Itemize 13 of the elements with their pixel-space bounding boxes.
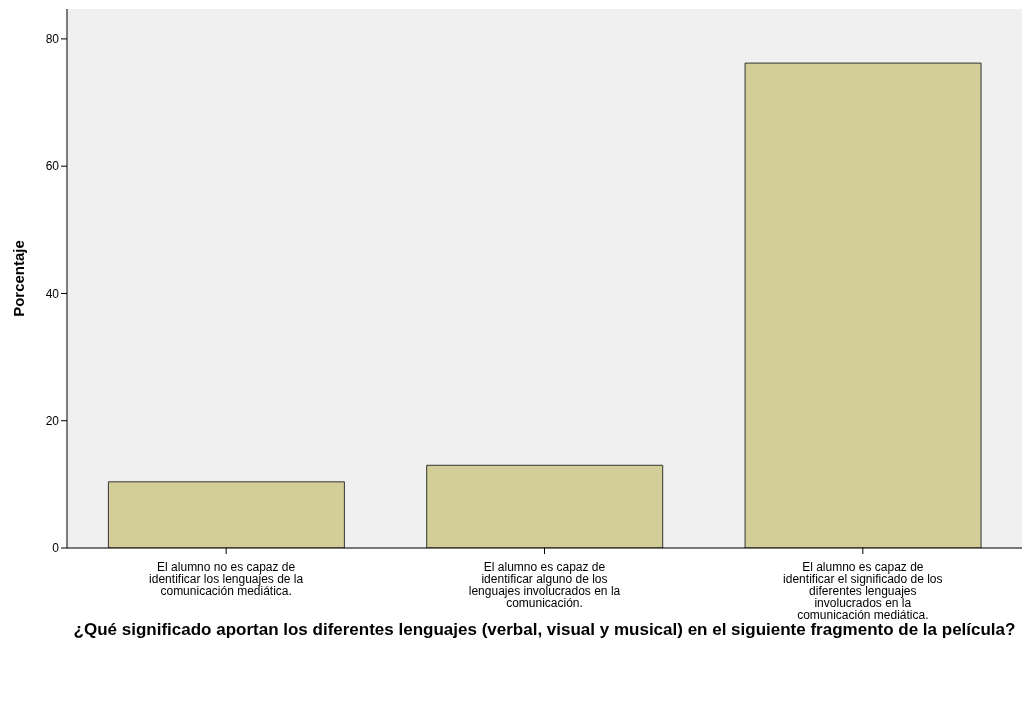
bar	[426, 464, 664, 548]
x-tick-label: El alumno es capaz de identificar alguno de los lenguajes involucrados en la comunicación.	[468, 559, 621, 610]
x-axis-title: ¿Qué significado aportan los diferentes lenguajes (verbal, visual y musical) en el siguiente fragmento de la película?	[73, 620, 1016, 640]
y-axis-title: Porcentaje	[10, 240, 27, 317]
bar	[107, 481, 345, 548]
x-tick-label: El alumno es capaz de identificar el significado de los diferentes lenguajes involucrados en la comunicación mediática.	[783, 559, 943, 622]
y-tick-label: 60	[45, 159, 60, 174]
x-tick-label: El alumno no es capaz de identificar los lenguajes de la comunicación mediática.	[149, 559, 304, 598]
y-tick-label: 0	[52, 541, 60, 556]
bar	[744, 62, 982, 548]
y-tick-label: 20	[45, 413, 60, 428]
y-tick-label: 80	[45, 32, 60, 47]
y-tick-label: 40	[45, 286, 60, 301]
